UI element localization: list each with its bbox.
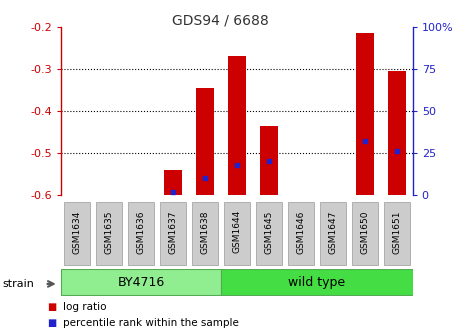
Text: wild type: wild type	[288, 276, 345, 289]
Text: GSM1647: GSM1647	[328, 210, 337, 254]
Text: GSM1635: GSM1635	[105, 210, 113, 254]
Text: ■: ■	[47, 302, 56, 312]
Bar	[388, 71, 406, 195]
FancyBboxPatch shape	[160, 202, 186, 265]
Text: GSM1634: GSM1634	[72, 210, 82, 254]
Text: GSM1644: GSM1644	[232, 210, 242, 253]
Text: GSM1638: GSM1638	[200, 210, 209, 254]
FancyBboxPatch shape	[96, 202, 122, 265]
Text: BY4716: BY4716	[117, 276, 165, 289]
Text: GSM1650: GSM1650	[360, 210, 369, 254]
Text: GSM1636: GSM1636	[136, 210, 145, 254]
FancyBboxPatch shape	[352, 202, 378, 265]
FancyBboxPatch shape	[128, 202, 154, 265]
Text: GSM1645: GSM1645	[265, 210, 273, 254]
Bar	[221, 269, 413, 295]
Text: GSM1646: GSM1646	[296, 210, 305, 254]
FancyBboxPatch shape	[256, 202, 281, 265]
Text: GDS94 / 6688: GDS94 / 6688	[172, 13, 269, 28]
FancyBboxPatch shape	[64, 202, 90, 265]
Bar	[260, 126, 278, 195]
Bar	[196, 88, 214, 195]
Bar	[164, 170, 182, 195]
Text: ■: ■	[47, 318, 56, 328]
Text: GSM1651: GSM1651	[392, 210, 401, 254]
Text: log ratio: log ratio	[63, 302, 107, 312]
Text: GSM1637: GSM1637	[168, 210, 177, 254]
Bar	[61, 269, 221, 295]
Bar	[228, 56, 246, 195]
Bar	[356, 33, 373, 195]
Text: strain: strain	[2, 279, 34, 289]
FancyBboxPatch shape	[384, 202, 409, 265]
FancyBboxPatch shape	[192, 202, 218, 265]
FancyBboxPatch shape	[224, 202, 250, 265]
FancyBboxPatch shape	[320, 202, 346, 265]
FancyBboxPatch shape	[288, 202, 314, 265]
Text: percentile rank within the sample: percentile rank within the sample	[63, 318, 239, 328]
